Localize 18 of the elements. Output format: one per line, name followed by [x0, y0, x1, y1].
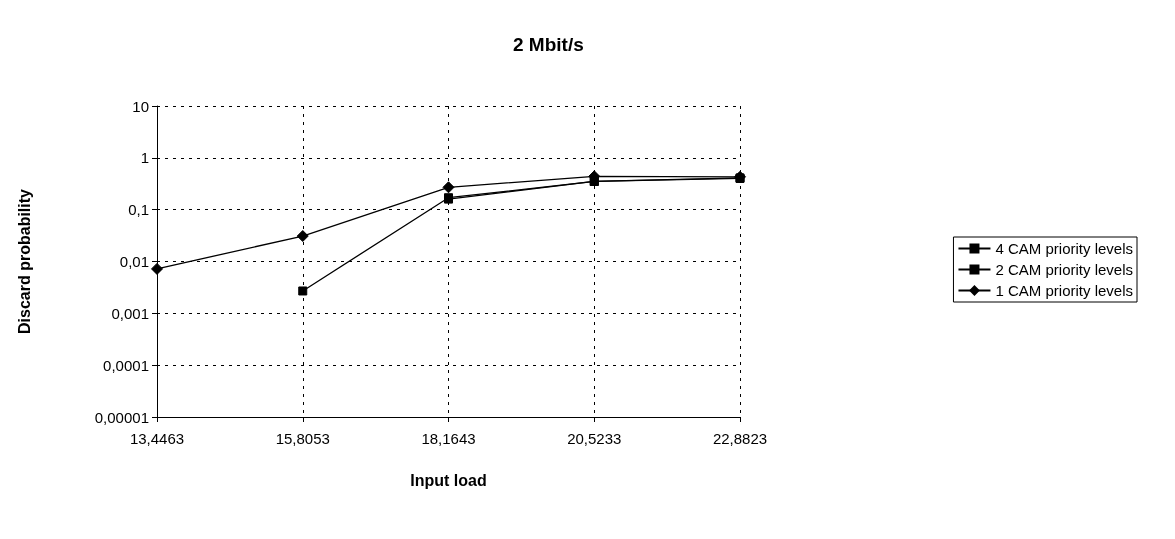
x-axis-title: Input load: [410, 471, 487, 489]
legend-label: 4 CAM priority levels: [995, 240, 1134, 257]
y-tick-label: 0,01: [119, 253, 149, 270]
y-axis-title: Discard probability: [15, 188, 33, 334]
y-tick-label: 1: [140, 149, 149, 167]
x-tick-label: 18,1643: [421, 430, 476, 447]
y-tick-label: 0,001: [111, 304, 149, 322]
y-tick-label: 0,1: [128, 201, 149, 219]
legend-label: 2 CAM priority levels: [995, 261, 1134, 278]
chart-title: 2 Mbit/s: [513, 34, 584, 55]
y-tick-label: 10: [132, 97, 149, 115]
legend-label: 1 CAM priority levels: [995, 282, 1134, 299]
x-tick-label: 22,8823: [712, 430, 768, 447]
x-tick-label: 13,4463: [129, 430, 185, 447]
x-tick-label: 15,8053: [275, 430, 330, 447]
x-tick-label: 20,5233: [567, 430, 622, 447]
y-tick-label: 0,0001: [103, 356, 149, 374]
y-tick-label: 0,00001: [94, 408, 149, 426]
